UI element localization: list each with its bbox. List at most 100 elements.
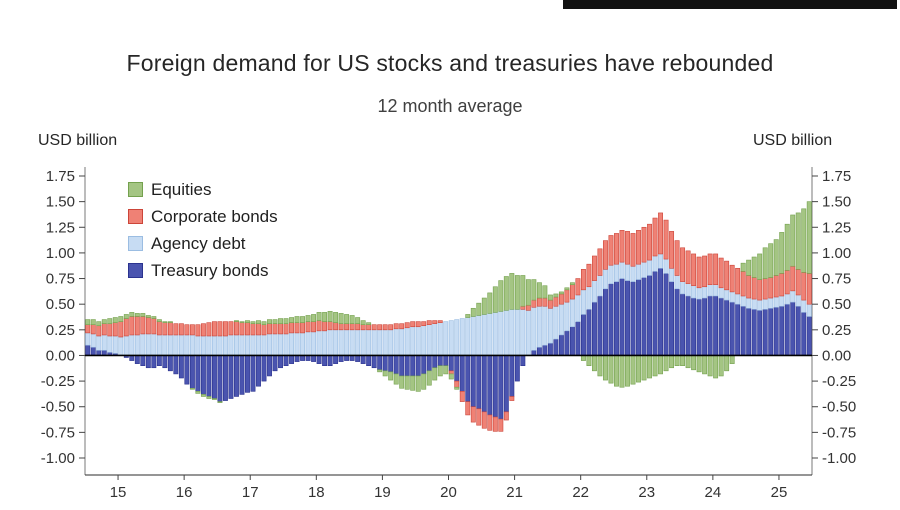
bar-segment bbox=[768, 277, 774, 299]
bar-segment bbox=[487, 414, 493, 431]
bar-segment bbox=[586, 286, 592, 310]
y-tick-label-left: -1.00 bbox=[41, 450, 75, 467]
bar-segment bbox=[729, 264, 735, 293]
bar-segment bbox=[305, 315, 311, 322]
bar-segment bbox=[773, 296, 779, 308]
bar-segment bbox=[415, 375, 421, 392]
bar-segment bbox=[410, 375, 416, 391]
legend-label-treasury-bonds: Treasury bonds bbox=[151, 260, 269, 280]
bar-segment bbox=[525, 310, 531, 356]
y-tick-label-right: 1.25 bbox=[822, 219, 851, 236]
bar-segment bbox=[636, 355, 641, 383]
bar-segment bbox=[795, 212, 801, 270]
bar-segment bbox=[790, 214, 796, 267]
bar-segment bbox=[421, 373, 427, 390]
bar-segment bbox=[801, 272, 807, 301]
bar-segment bbox=[267, 323, 272, 335]
bar-segment bbox=[779, 305, 785, 356]
bar-segment bbox=[261, 324, 267, 336]
bar-segment bbox=[702, 286, 708, 299]
x-tick-label: 23 bbox=[638, 484, 655, 501]
bar-segment bbox=[305, 331, 311, 356]
bar-segment bbox=[658, 212, 663, 255]
bar-segment bbox=[415, 321, 421, 328]
bar-segment bbox=[134, 334, 140, 356]
bar-segment bbox=[691, 285, 697, 299]
bar-segment bbox=[261, 321, 267, 325]
bar-segment bbox=[223, 355, 228, 401]
chart-subtitle: 12 month average bbox=[377, 96, 523, 116]
bar-segment bbox=[178, 355, 184, 379]
bar-segment bbox=[195, 335, 201, 356]
bar-segment bbox=[245, 320, 250, 323]
bar-segment bbox=[680, 355, 686, 366]
bar-segment bbox=[300, 322, 305, 334]
bar-segment bbox=[801, 299, 807, 313]
bar-segment bbox=[542, 285, 548, 299]
bar-segment bbox=[481, 314, 487, 356]
bar-segment bbox=[382, 329, 388, 356]
bar-segment bbox=[245, 322, 250, 336]
bar-segment bbox=[316, 320, 322, 332]
bar-segment bbox=[558, 293, 564, 305]
bar-segment bbox=[487, 313, 493, 356]
bar-segment bbox=[795, 294, 801, 307]
bar-segment bbox=[217, 335, 223, 356]
bar-segment bbox=[167, 322, 173, 336]
bar-segment bbox=[636, 279, 641, 356]
bar-segment bbox=[558, 334, 564, 356]
bar-segment bbox=[278, 333, 283, 356]
bar-segment bbox=[492, 286, 498, 313]
bar-segment bbox=[432, 355, 438, 369]
bar-segment bbox=[118, 316, 124, 322]
bar-segment bbox=[575, 278, 581, 296]
bar-segment bbox=[547, 299, 553, 309]
bar-segment bbox=[178, 323, 184, 336]
bar-segment bbox=[806, 303, 812, 317]
bar-segment bbox=[167, 321, 173, 323]
bar-segment bbox=[239, 334, 245, 356]
legend-swatch-agency-debt bbox=[128, 236, 143, 251]
bar-segment bbox=[520, 309, 526, 356]
bar-segment bbox=[189, 334, 195, 356]
y-tick-label-right: 0.00 bbox=[822, 347, 851, 364]
bar-segment bbox=[211, 321, 217, 337]
bar-segment bbox=[751, 256, 757, 278]
bar-segment bbox=[492, 355, 498, 418]
bar-segment bbox=[333, 329, 339, 356]
bar-segment bbox=[437, 322, 443, 356]
bar-segment bbox=[547, 307, 553, 344]
bar-segment bbox=[366, 355, 372, 366]
bar-segment bbox=[569, 326, 575, 356]
y-tick-label-left: -0.50 bbox=[41, 399, 75, 416]
bar-segment bbox=[338, 323, 344, 331]
bar-segment bbox=[735, 293, 741, 305]
bar-segment bbox=[123, 314, 129, 319]
bar-segment bbox=[591, 255, 597, 281]
bar-segment bbox=[393, 355, 399, 375]
bar-segment bbox=[702, 255, 708, 288]
bar-segment bbox=[498, 280, 504, 312]
bar-segment bbox=[178, 334, 184, 356]
bar-segment bbox=[267, 355, 272, 377]
bar-segment bbox=[272, 333, 278, 356]
bar-segment bbox=[107, 318, 113, 324]
bar-segment bbox=[283, 323, 289, 335]
bar-segment bbox=[580, 314, 586, 356]
bar-segment bbox=[773, 306, 779, 356]
bar-segment bbox=[636, 263, 641, 280]
top-bar-decoration bbox=[563, 0, 897, 9]
bar-segment bbox=[790, 290, 796, 303]
bar-segment bbox=[514, 355, 520, 382]
bar-segment bbox=[674, 288, 680, 356]
bar-segment bbox=[377, 355, 383, 371]
bar-segment bbox=[239, 321, 245, 323]
bar-segment bbox=[746, 259, 752, 276]
bar-segment bbox=[382, 370, 388, 377]
bar-segment bbox=[680, 293, 686, 356]
bar-segment bbox=[575, 294, 581, 322]
bar-segment bbox=[162, 322, 168, 336]
bar-segment bbox=[294, 332, 300, 356]
legend-swatch-treasury-bonds bbox=[128, 263, 143, 278]
bar-segment bbox=[751, 277, 757, 300]
